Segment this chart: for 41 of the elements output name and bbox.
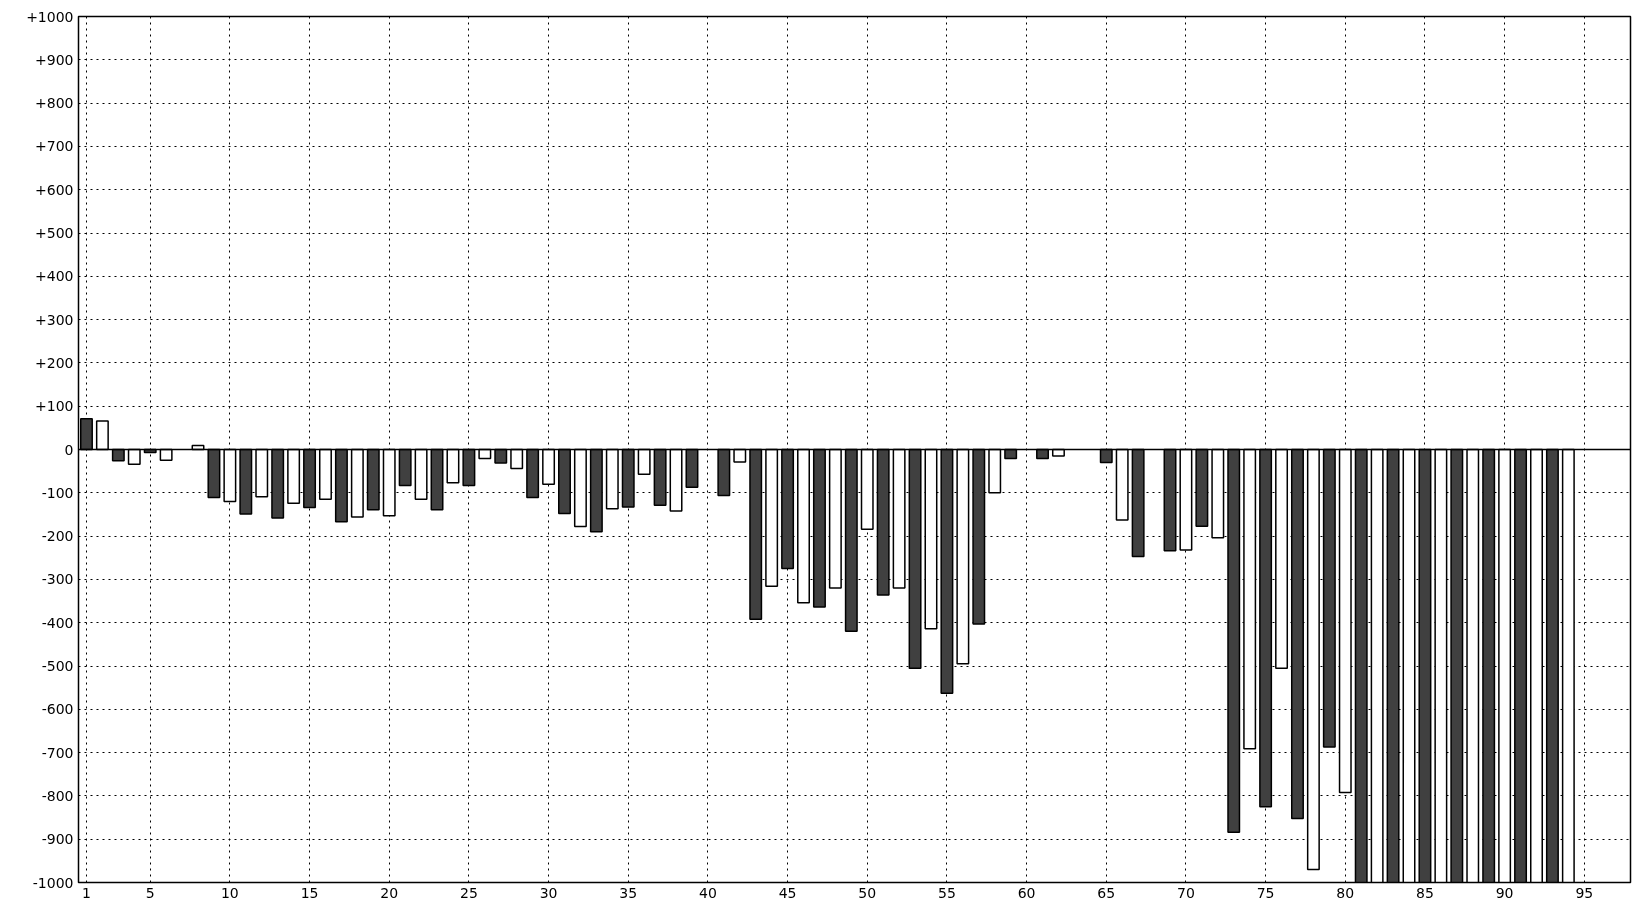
x-tick-label: 95 bbox=[1575, 884, 1594, 901]
y-tick-label: +900 bbox=[35, 51, 74, 68]
y-tick-label: +500 bbox=[35, 225, 74, 241]
x-tick-label: 30 bbox=[539, 884, 558, 901]
x-tick-label: 15 bbox=[300, 884, 319, 901]
x-tick-label: 70 bbox=[1177, 884, 1195, 901]
y-tick-label: -200 bbox=[41, 528, 74, 545]
x-tick-label: 10 bbox=[220, 884, 239, 901]
x-tick-label: 60 bbox=[1017, 884, 1036, 901]
y-tick-label: 0 bbox=[64, 441, 74, 458]
y-tick-label: -300 bbox=[41, 571, 74, 588]
y-tick-label: -900 bbox=[41, 831, 74, 848]
y-tick-label: -500 bbox=[41, 658, 74, 674]
y-tick-label: +200 bbox=[35, 354, 74, 371]
y-tick-label: -400 bbox=[41, 614, 74, 631]
x-tick-label: 1 bbox=[82, 884, 91, 901]
x-tick-label: 85 bbox=[1416, 884, 1434, 901]
x-tick-label: 45 bbox=[778, 884, 797, 901]
x-tick-label: 75 bbox=[1256, 884, 1275, 901]
x-tick-label: 50 bbox=[858, 884, 877, 901]
x-tick-label: 40 bbox=[699, 884, 717, 901]
y-tick-label: +400 bbox=[35, 268, 74, 285]
y-tick-label: +300 bbox=[35, 311, 74, 328]
y-tick-label: +100 bbox=[35, 398, 74, 415]
y-tick-label: -700 bbox=[41, 744, 74, 761]
x-tick-label: 25 bbox=[459, 884, 478, 901]
x-tick-label: 90 bbox=[1495, 884, 1514, 901]
y-tick-label: +1000 bbox=[26, 8, 74, 25]
y-tick-label: +800 bbox=[35, 95, 74, 112]
x-tick-label: 65 bbox=[1097, 884, 1116, 901]
y-tick-label: -1000 bbox=[32, 874, 74, 891]
x-tick-label: 35 bbox=[619, 884, 638, 901]
x-tick-label: 5 bbox=[145, 884, 155, 901]
y-tick-label: -600 bbox=[41, 701, 74, 718]
y-tick-label: +600 bbox=[35, 181, 74, 198]
x-tick-label: 55 bbox=[938, 884, 956, 901]
x-tick-label: 80 bbox=[1336, 884, 1355, 901]
x-tick-label: 20 bbox=[380, 884, 399, 901]
y-tick-label: +700 bbox=[35, 138, 74, 155]
y-tick-label: -800 bbox=[41, 787, 74, 804]
y-tick-label: -100 bbox=[41, 484, 74, 501]
